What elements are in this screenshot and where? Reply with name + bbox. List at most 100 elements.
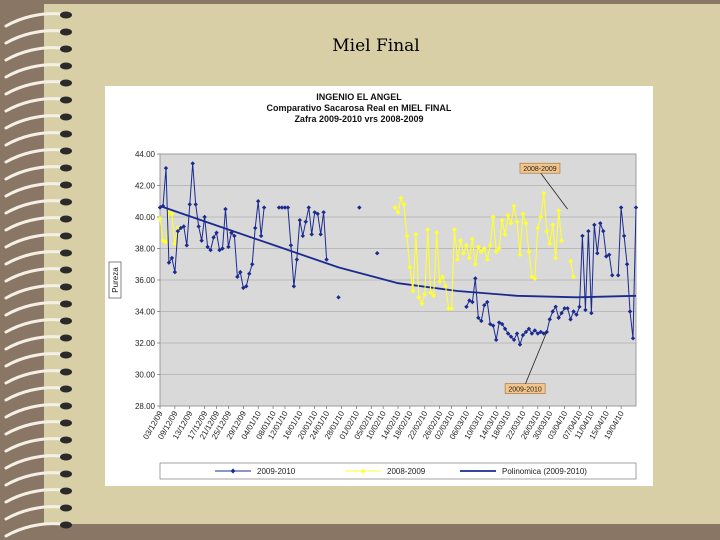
point-2009-2010 [279, 205, 285, 210]
point-2008-2009 [434, 230, 440, 236]
binding-ring [4, 318, 64, 334]
point-2008-2009 [523, 220, 529, 226]
point-2008-2009 [163, 239, 169, 245]
series-2008-2009-line [570, 261, 575, 277]
point-2009-2010 [630, 336, 636, 341]
y-tick-label: 36.00 [135, 276, 156, 285]
point-2009-2010 [172, 269, 178, 275]
point-2009-2010 [160, 203, 166, 209]
binding-hole [60, 351, 72, 359]
binding-ring [4, 369, 64, 385]
point-2009-2010 [202, 214, 207, 220]
binding-hole [60, 11, 72, 19]
point-2008-2009 [478, 249, 484, 255]
chart-title-line: INGENIO EL ANGEL [316, 92, 402, 102]
point-2008-2009 [472, 261, 478, 267]
point-2008-2009 [172, 241, 178, 247]
point-2008-2009 [547, 241, 553, 247]
point-2009-2010 [520, 332, 526, 338]
point-2009-2010 [199, 238, 204, 243]
point-2009-2010 [357, 205, 362, 210]
binding-hole [60, 215, 72, 223]
point-2009-2010 [627, 309, 633, 314]
point-2009-2010 [336, 295, 341, 300]
point-2008-2009 [449, 305, 455, 311]
binding-hole [60, 504, 72, 512]
point-2008-2009 [422, 291, 428, 297]
point-2009-2010 [604, 254, 609, 259]
binding-ring [4, 386, 64, 402]
point-2009-2010 [547, 317, 552, 322]
binding-ring [4, 233, 64, 249]
point-2009-2010 [184, 243, 189, 248]
point-2009-2010 [559, 310, 564, 316]
point-2009-2010 [324, 257, 329, 262]
binding-hole [60, 45, 72, 53]
point-2009-2010 [303, 219, 308, 224]
chart-title-line: Comparativo Sacarosa Real en MIEL FINAL [267, 103, 452, 113]
y-tick-label: 40.00 [135, 213, 156, 222]
point-2009-2010 [511, 337, 517, 343]
point-2008-2009 [568, 258, 574, 264]
point-2008-2009 [469, 236, 475, 242]
point-2009-2010 [235, 274, 240, 280]
y-tick-label: 30.00 [135, 371, 156, 380]
binding-ring [4, 182, 64, 198]
point-2008-2009 [466, 255, 472, 261]
binding-ring [4, 471, 64, 487]
point-2009-2010 [258, 233, 264, 239]
point-2008-2009 [511, 203, 517, 209]
point-2009-2010 [294, 257, 300, 262]
point-2008-2009 [428, 290, 434, 296]
binding-ring [4, 165, 64, 181]
point-2009-2010 [196, 224, 201, 229]
point-2008-2009 [502, 231, 508, 237]
point-2009-2010 [633, 205, 639, 210]
point-2009-2010 [374, 251, 380, 256]
point-2008-2009 [553, 255, 559, 261]
point-2009-2010 [300, 233, 305, 239]
binding-ring [4, 454, 64, 470]
point-2009-2010 [514, 331, 520, 336]
binding-hole [60, 198, 72, 206]
point-2009-2010 [285, 205, 291, 210]
point-2009-2010 [214, 230, 219, 235]
point-2009-2010 [306, 205, 311, 210]
binding-ring [4, 97, 64, 113]
point-2009-2010 [241, 285, 246, 291]
point-2009-2010 [318, 232, 323, 237]
y-tick-label: 38.00 [135, 245, 156, 254]
point-2008-2009 [517, 252, 523, 258]
binding-hole [60, 521, 72, 529]
callout-leader [524, 331, 548, 385]
point-2009-2010 [496, 320, 502, 325]
point-2008-2009 [532, 275, 538, 281]
binding-ring [4, 199, 64, 215]
point-2009-2010 [568, 317, 573, 322]
binding-ring [4, 12, 64, 28]
binding-ring [4, 301, 64, 317]
point-2008-2009 [401, 201, 407, 207]
point-2009-2010 [571, 309, 576, 314]
point-2009-2010 [312, 210, 317, 215]
point-2009-2010 [464, 304, 469, 309]
binding-ring [4, 63, 64, 79]
point-2008-2009 [457, 238, 463, 244]
point-2008-2009 [505, 212, 511, 218]
point-2009-2010 [592, 222, 597, 228]
point-2009-2010 [624, 262, 630, 267]
binding-hole [60, 266, 72, 274]
binding-hole [60, 334, 72, 342]
point-2009-2010 [229, 230, 234, 235]
point-2009-2010 [193, 202, 198, 207]
point-2008-2009 [395, 209, 401, 215]
legend-label: Polinomica (2009-2010) [502, 467, 587, 476]
binding-ring [4, 131, 64, 147]
point-2008-2009 [481, 246, 487, 251]
point-2009-2010 [470, 299, 475, 305]
point-2008-2009 [452, 227, 458, 233]
point-2008-2009 [559, 238, 565, 244]
point-2009-2010 [276, 205, 282, 210]
